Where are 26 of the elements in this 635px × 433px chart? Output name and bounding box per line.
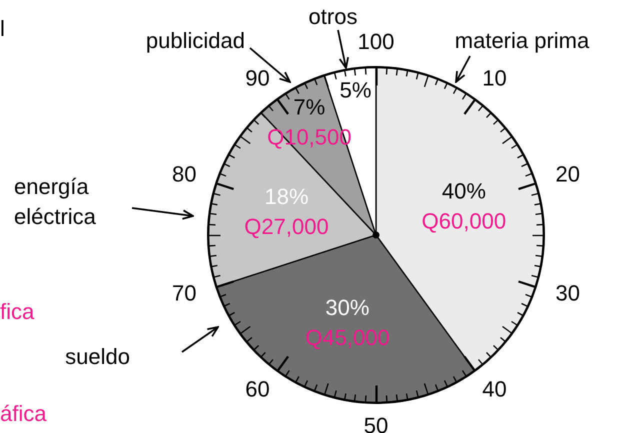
slice-label: otros [308,4,358,30]
text: 20 [555,162,580,187]
slice-label: publicidad [146,28,245,54]
slice-label: materia prima [454,28,590,54]
text: 10 [482,66,507,91]
legend-label: energía eléctrica [14,174,97,230]
text: Q60,000 [422,208,506,234]
data-label: 18% [264,184,309,210]
data-label: 40% [442,178,486,204]
text: l [0,16,5,42]
text: 80 [172,162,197,187]
data-label: 7% [293,94,326,120]
text: 60 [245,376,270,402]
text: Q27,000 [244,214,329,240]
data-label: 5% [340,78,372,103]
text: 90 [245,66,270,91]
slice-label: sueldo [65,344,130,370]
text: áfica [0,401,48,426]
text: fica [0,299,35,324]
text: 30 [555,280,580,306]
text: 70 [172,280,197,306]
text: 50 [364,413,388,433]
text: 40 [482,376,507,402]
text: 100 [358,29,394,54]
data-label: 30% [325,294,370,320]
text: Q45,000 [305,324,390,350]
